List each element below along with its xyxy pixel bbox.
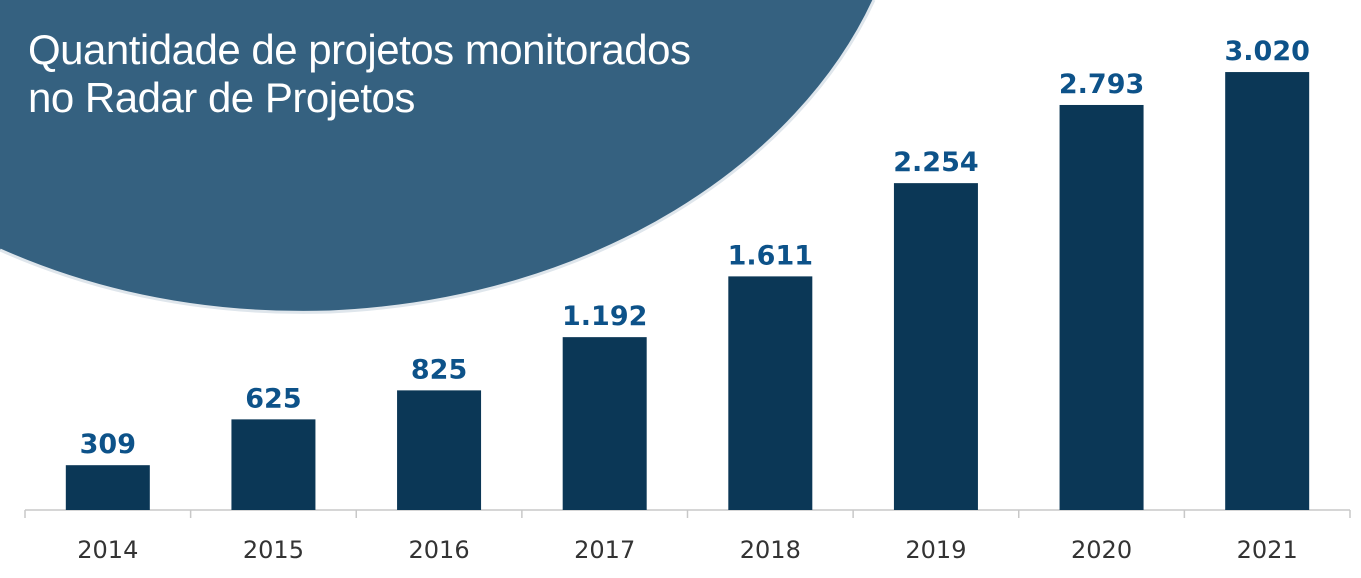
x-axis (24, 509, 1351, 518)
value-label-2019: 2.254 (893, 147, 978, 178)
tick-label-2014: 2014 (77, 536, 138, 564)
tick-label-2015: 2015 (243, 536, 304, 564)
tick-labels: 2014 2015 2016 2017 2018 2019 2020 2021 (77, 536, 1297, 564)
bar-2019 (893, 183, 978, 510)
tick-label-2017: 2017 (574, 536, 635, 564)
value-label-2020: 2.793 (1059, 69, 1144, 100)
value-labels: 309 625 825 1.192 1.611 2.254 2.793 3.020 (80, 36, 1310, 460)
value-label-2016: 825 (411, 354, 467, 385)
bar-2018 (728, 276, 813, 510)
tick-label-2016: 2016 (409, 536, 470, 564)
bar-2016 (397, 390, 482, 510)
bar-2021 (1225, 72, 1310, 510)
chart-title-line-2: no Radar de Projetos (28, 74, 415, 121)
bar-2020 (1059, 104, 1144, 510)
bar-2015 (231, 419, 316, 510)
chart-title: Quantidade de projetos monitorados no Ra… (28, 26, 788, 122)
bar-2017 (562, 337, 647, 510)
value-label-2021: 3.020 (1224, 36, 1309, 67)
value-label-2014: 309 (80, 429, 136, 460)
tick-label-2021: 2021 (1237, 536, 1298, 564)
bars (65, 72, 1310, 510)
value-label-2017: 1.192 (562, 301, 647, 332)
background-arc-edge (0, 0, 876, 314)
tick-label-2020: 2020 (1071, 536, 1132, 564)
chart-title-line-1: Quantidade de projetos monitorados (28, 26, 691, 73)
tick-label-2018: 2018 (740, 536, 801, 564)
bar-2014 (65, 465, 150, 510)
value-label-2018: 1.611 (728, 240, 813, 271)
background-arc (0, 0, 874, 313)
tick-label-2019: 2019 (905, 536, 966, 564)
value-label-2015: 625 (245, 383, 301, 414)
